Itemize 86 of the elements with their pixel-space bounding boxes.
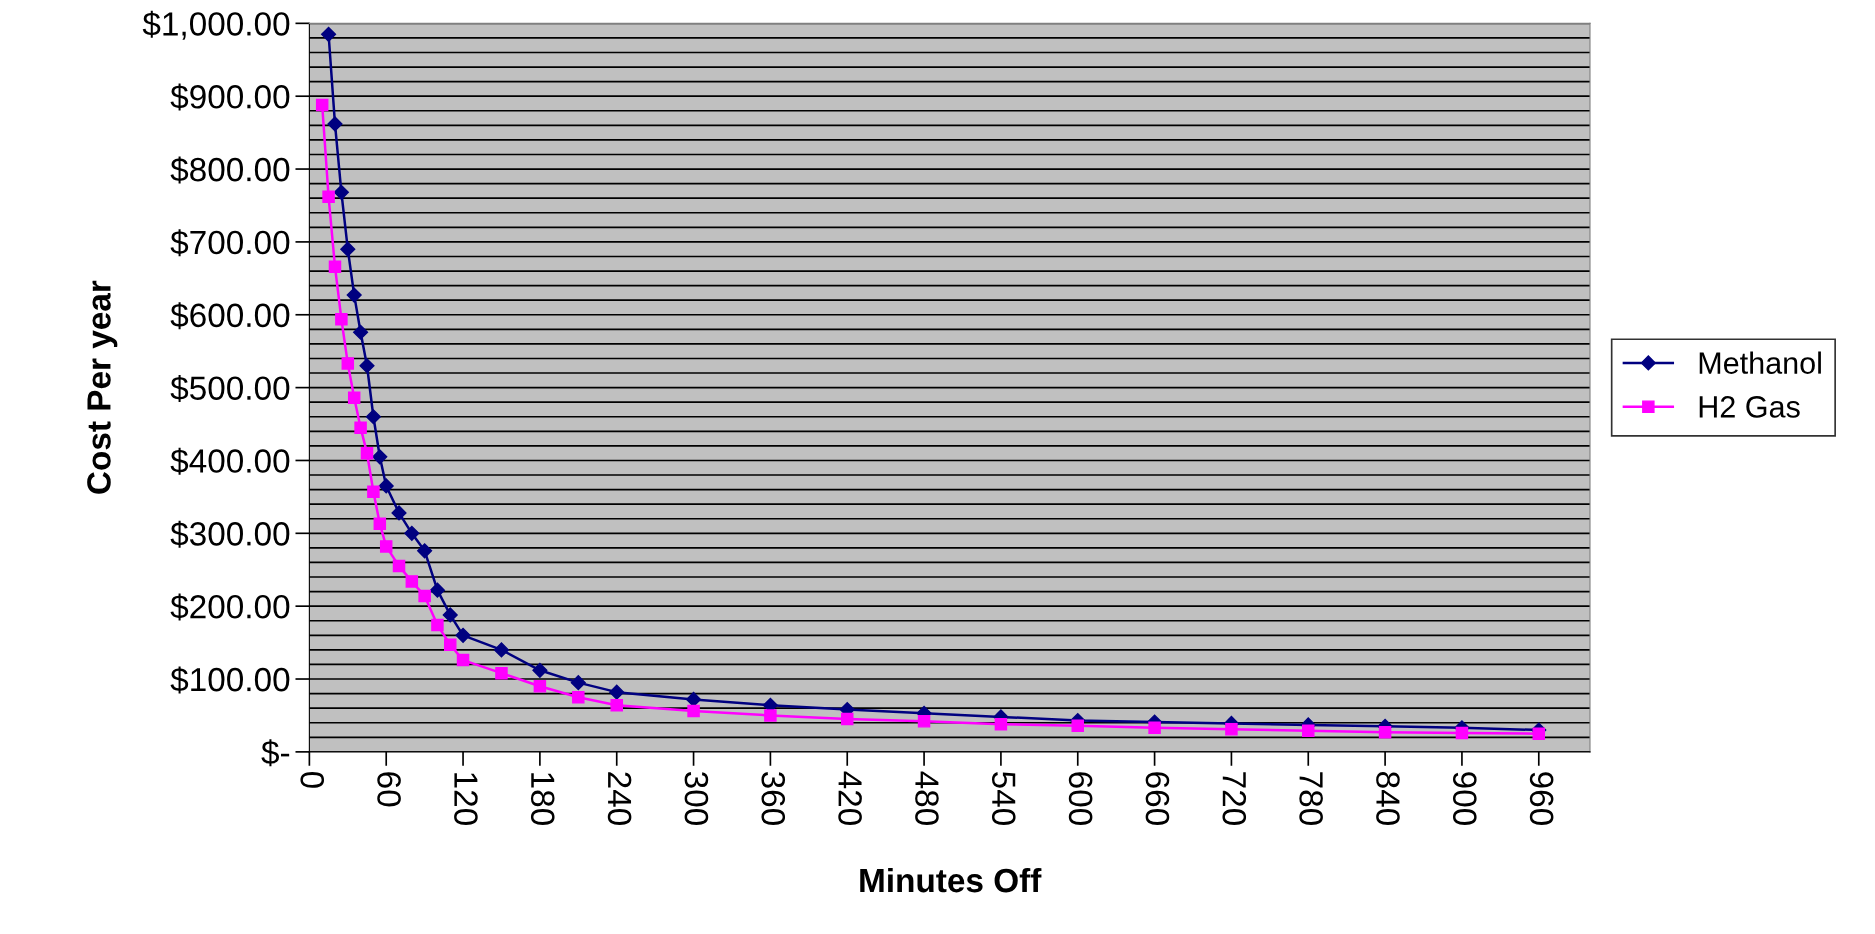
x-tick-label: 60: [377, 772, 401, 807]
point: [687, 704, 700, 718]
x-tick-label: 960: [1529, 772, 1554, 825]
y-tick-label: $600.00: [170, 302, 290, 330]
x-axis-title: Minutes Off: [860, 867, 1042, 893]
point: [322, 190, 335, 203]
point: [442, 607, 458, 623]
point: [1071, 719, 1085, 732]
point: [379, 540, 393, 553]
point: [609, 684, 625, 700]
point: [327, 116, 343, 132]
y-tick-label: $700.00: [170, 229, 290, 257]
x-tick-label: 600: [1068, 772, 1093, 825]
y-tick-label: $800.00: [170, 156, 290, 184]
x-tick-label: 360: [761, 771, 786, 825]
point: [994, 717, 1008, 731]
point: [378, 478, 394, 494]
x-tick-label: 900: [1452, 772, 1477, 825]
point: [431, 618, 444, 632]
x-tick-label: 240: [607, 772, 632, 825]
point: [917, 715, 931, 728]
point: [610, 698, 623, 712]
point: [354, 421, 367, 434]
point: [685, 691, 702, 707]
x-tick-label: 720: [1222, 772, 1247, 825]
point: [391, 505, 407, 521]
y-tick-label: $100.00: [170, 666, 290, 694]
point: [360, 446, 374, 460]
point: [404, 525, 420, 541]
point: [533, 680, 547, 693]
y-tick-label: $500.00: [170, 375, 290, 402]
point: [1455, 726, 1469, 740]
y-tick-label: $1,000.00: [142, 10, 290, 40]
point: [455, 627, 471, 643]
point: [764, 709, 777, 722]
x-tick-label: 480: [915, 771, 939, 825]
x-tick-label: 840: [1376, 772, 1400, 825]
point: [1225, 723, 1238, 736]
legend-label: Methanol: [1699, 351, 1821, 374]
point: [373, 517, 387, 531]
y-tick-label: $900.00: [170, 83, 290, 111]
point: [405, 575, 419, 588]
point: [321, 26, 337, 42]
x-tick-label: 660: [1145, 772, 1170, 825]
legend-label: H2 Gas: [1699, 396, 1800, 418]
point: [443, 638, 457, 652]
point: [570, 675, 586, 691]
point: [1302, 724, 1315, 737]
x-tick-label: 120: [454, 773, 478, 825]
y-axis-title: Cost Per year: [87, 280, 118, 494]
point: [392, 559, 406, 573]
point: [372, 449, 388, 465]
point: [335, 312, 348, 326]
point: [346, 287, 362, 303]
point: [353, 324, 369, 340]
x-tick-label: 180: [530, 773, 555, 825]
point: [417, 543, 433, 559]
point: [341, 357, 355, 370]
y-tick-label: $-: [261, 739, 290, 767]
x-tick-label: 540: [991, 771, 1016, 825]
point: [456, 653, 470, 667]
x-tick-label: 420: [838, 771, 862, 825]
point: [340, 241, 356, 257]
point: [418, 589, 431, 603]
point: [333, 184, 349, 200]
point: [493, 642, 510, 658]
y-tick-label: $400.00: [170, 447, 290, 475]
point: [572, 690, 585, 704]
point: [315, 98, 329, 112]
point: [328, 260, 342, 273]
point: [367, 485, 380, 499]
point: [347, 391, 361, 405]
x-tick-label: 300: [684, 771, 709, 825]
point: [365, 409, 381, 425]
point: [429, 582, 446, 598]
point: [1148, 721, 1161, 735]
point: [1378, 725, 1392, 739]
point: [1532, 727, 1546, 740]
x-tick-label: 780: [1299, 772, 1323, 825]
point: [359, 358, 375, 374]
point: [532, 662, 548, 678]
x-tick-label: 0: [300, 771, 325, 788]
point: [495, 666, 508, 680]
point: [840, 712, 854, 726]
y-tick-label: $200.00: [170, 593, 290, 621]
y-tick-label: $300.00: [170, 520, 290, 548]
